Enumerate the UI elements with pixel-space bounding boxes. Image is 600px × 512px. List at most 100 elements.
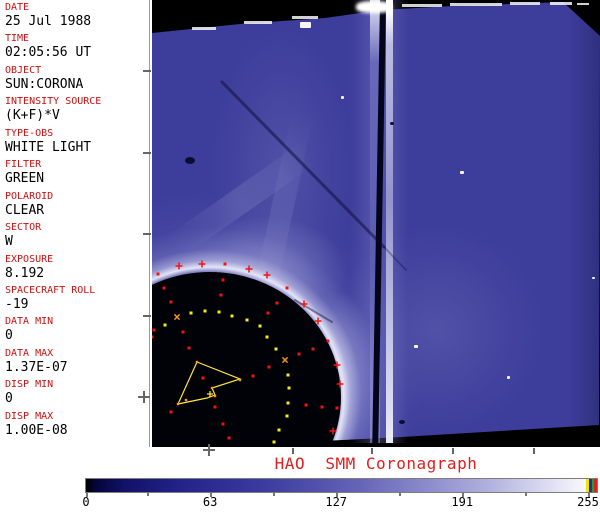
metadata-field: DATE 25 Jul 1988	[0, 2, 148, 33]
colorbar-reference-stripe	[589, 479, 592, 492]
colorbar-minor-tick	[525, 492, 527, 496]
metadata-field: POLAROID CLEAR	[0, 191, 148, 222]
field-value: 0	[5, 391, 13, 407]
red-fiducial-dot	[304, 403, 308, 407]
pylon-left-highlight	[370, 0, 380, 443]
field-value: (K+F)*V	[5, 108, 60, 124]
red-fiducial-dot	[169, 300, 173, 304]
red-fiducial-dot	[275, 301, 279, 305]
star-dot	[300, 22, 311, 28]
yellow-fiducial-dot	[203, 309, 207, 313]
red-plus-marker	[329, 427, 337, 435]
metadata-field: TYPE-OBS WHITE LIGHT	[0, 128, 148, 159]
colorbar-tick-label: 63	[202, 495, 218, 509]
metadata-field: SECTOR W	[0, 222, 148, 253]
left-axis-tick	[143, 152, 151, 154]
region-outline-polygon	[176, 361, 242, 405]
red-plus-marker	[198, 260, 206, 268]
metadata-field: DATA MAX 1.37E-07	[0, 348, 148, 379]
red-fiducial-dot	[311, 347, 315, 351]
orange-x-marker	[281, 356, 289, 364]
bottom-axis-tick	[371, 448, 373, 454]
metadata-field: DISP MIN 0	[0, 379, 148, 410]
red-fiducial-dot	[169, 410, 173, 414]
red-fiducial-dot	[227, 436, 231, 440]
saturated-edge-streak	[244, 21, 272, 24]
left-axis-plus-marker	[143, 391, 145, 403]
field-label: DATA MAX	[5, 347, 54, 359]
pylon-right-highlight	[386, 0, 393, 443]
metadata-sidebar: DATE 25 Jul 1988 TIME 02:05:56 UT OBJECT SUN:…	[0, 0, 148, 447]
red-plus-marker	[175, 262, 183, 270]
red-plus-marker	[300, 300, 308, 308]
metadata-field: INTENSITY SOURCE (K+F)*V	[0, 96, 148, 127]
metadata-field: OBJECT SUN:CORONA	[0, 65, 148, 96]
polygon-vertex-dot	[176, 402, 180, 406]
yellow-fiducial-dot	[258, 324, 262, 328]
bottom-axis-tick	[452, 448, 454, 454]
bottom-axis-tick	[292, 448, 294, 454]
orange-x-marker	[173, 313, 181, 321]
yellow-fiducial-dot	[274, 347, 278, 351]
shadow-streak	[383, 246, 407, 271]
colorbar-major-tick	[336, 492, 338, 497]
field-label: TYPE-OBS	[5, 127, 54, 139]
star-dot	[414, 345, 418, 348]
red-fiducial-dot	[152, 335, 154, 339]
polygon-vertex-dot	[213, 394, 217, 398]
colorbar-reference-stripe	[594, 479, 597, 492]
bottom-axis-tick	[533, 448, 535, 454]
field-label: FILTER	[5, 159, 42, 171]
yellow-fiducial-dot	[286, 401, 290, 405]
colorbar-major-tick	[210, 492, 212, 497]
field-label: POLAROID	[5, 190, 54, 202]
field-value: WHITE LIGHT	[5, 139, 92, 155]
polygon-vertex-dot	[184, 398, 188, 402]
field-value: 8.192	[5, 265, 45, 281]
yellow-fiducial-dot	[286, 373, 290, 377]
left-axis-tick	[143, 70, 151, 72]
shadow-streak	[220, 80, 386, 249]
red-fiducial-dot	[223, 262, 227, 266]
red-plus-marker	[263, 271, 271, 279]
colorbar-tick-label: 255	[577, 495, 599, 509]
field-label: SECTOR	[5, 222, 42, 234]
red-plus-marker	[336, 380, 344, 388]
yellow-fiducial-dot	[230, 314, 234, 318]
left-axis-tick	[143, 315, 151, 317]
field-label: EXPOSURE	[5, 253, 54, 265]
red-fiducial-dot	[326, 339, 330, 343]
yellow-fiducial-dot	[163, 323, 167, 327]
star-dot	[460, 171, 464, 174]
polygon-vertex-dot	[210, 386, 214, 390]
field-value: CLEAR	[5, 202, 45, 218]
red-fiducial-dot	[152, 328, 156, 332]
colorbar-tick-label: 127	[325, 495, 348, 509]
field-value: 0	[5, 328, 13, 344]
saturated-edge-streak	[192, 27, 216, 30]
field-value: 25 Jul 1988	[5, 14, 92, 29]
polygon-vertex-dot	[195, 360, 199, 364]
red-fiducial-dot	[221, 278, 225, 282]
field-label: DATE	[5, 2, 30, 13]
field-value: W	[5, 234, 13, 250]
pylon-top-flare	[356, 1, 392, 13]
red-plus-marker	[314, 317, 322, 325]
red-fiducial-dot	[201, 376, 205, 380]
field-value: SUN:CORONA	[5, 76, 84, 92]
dust-spot	[390, 122, 394, 125]
colorbar-major-tick	[86, 492, 88, 497]
red-fiducial-dot	[181, 330, 185, 334]
red-fiducial-dot	[267, 365, 271, 369]
metadata-field: DISP MAX 1.00E-08	[0, 411, 148, 442]
field-value: 1.37E-07	[5, 359, 68, 375]
metadata-field: FILTER GREEN	[0, 159, 148, 190]
dust-spot	[185, 157, 195, 164]
yellow-fiducial-dot	[265, 335, 269, 339]
saturated-edge-streak	[402, 4, 442, 7]
field-label: TIME	[5, 33, 30, 45]
saturated-edge-streak	[292, 16, 318, 19]
red-fiducial-dot	[297, 352, 301, 356]
metadata-field: DATA MIN 0	[0, 316, 148, 347]
red-fiducial-dot	[221, 422, 225, 426]
